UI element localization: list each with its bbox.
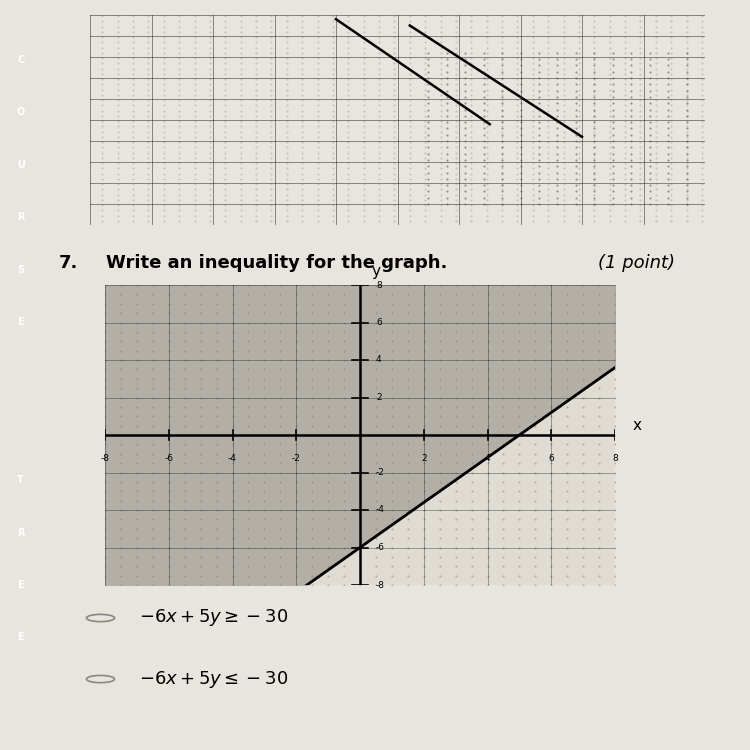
Text: E: E xyxy=(17,632,24,643)
Text: E: E xyxy=(17,317,24,328)
Text: 4: 4 xyxy=(484,454,490,463)
Text: $-6x + 5y \leq -30$: $-6x + 5y \leq -30$ xyxy=(139,668,288,689)
Text: U: U xyxy=(16,160,25,170)
Text: -2: -2 xyxy=(376,468,385,477)
Text: -8: -8 xyxy=(100,454,109,463)
Text: 8: 8 xyxy=(612,454,618,463)
Text: 4: 4 xyxy=(376,356,382,364)
Text: O: O xyxy=(16,107,25,118)
Text: S: S xyxy=(17,265,24,275)
Text: -4: -4 xyxy=(228,454,237,463)
Text: T: T xyxy=(17,475,24,485)
Text: Write an inequality for the graph.: Write an inequality for the graph. xyxy=(106,254,447,272)
Text: 6: 6 xyxy=(548,454,554,463)
Text: 8: 8 xyxy=(376,280,382,290)
Text: -6: -6 xyxy=(164,454,173,463)
Text: $-6x + 5y \geq -30$: $-6x + 5y \geq -30$ xyxy=(139,608,288,628)
Text: (1 point): (1 point) xyxy=(598,254,676,272)
Text: 2: 2 xyxy=(421,454,427,463)
Text: -6: -6 xyxy=(376,543,385,552)
Text: 2: 2 xyxy=(376,393,382,402)
Text: -2: -2 xyxy=(292,454,301,463)
Text: y: y xyxy=(371,265,380,280)
Text: -4: -4 xyxy=(376,506,385,515)
Text: C: C xyxy=(17,55,24,65)
Text: 6: 6 xyxy=(376,318,382,327)
Text: 7.: 7. xyxy=(58,254,78,272)
Text: x: x xyxy=(633,419,642,434)
Text: -8: -8 xyxy=(376,580,385,590)
Text: R: R xyxy=(16,212,24,223)
Text: E: E xyxy=(17,580,24,590)
Text: R: R xyxy=(16,527,24,538)
